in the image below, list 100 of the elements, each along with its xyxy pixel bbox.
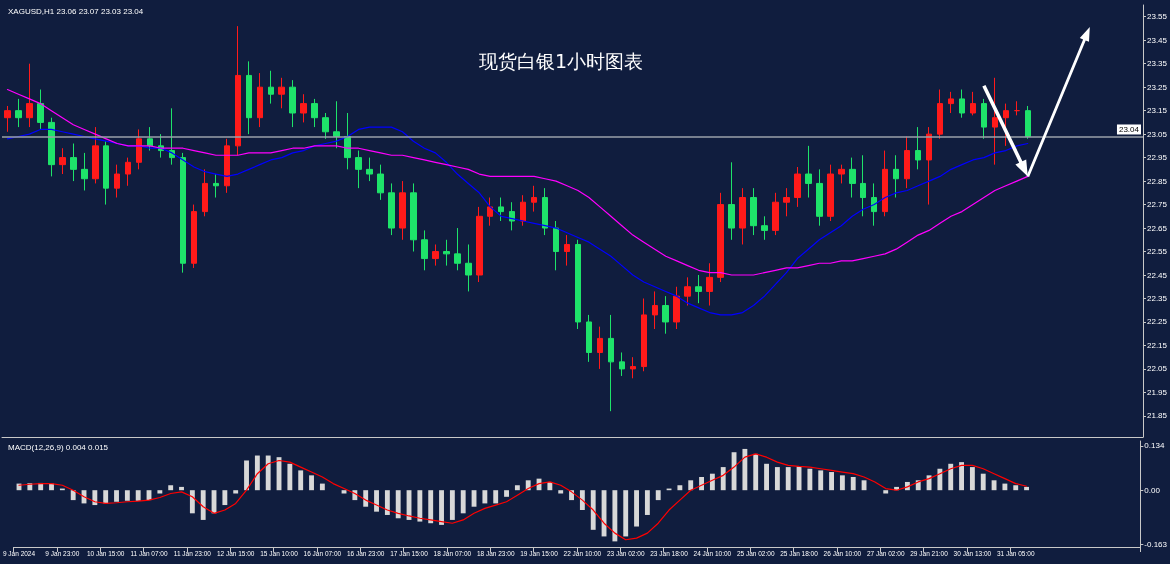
candlestick bbox=[289, 79, 296, 128]
bar bbox=[764, 463, 769, 491]
ref-line-label: 23.04 bbox=[1118, 124, 1140, 134]
candlestick bbox=[59, 147, 66, 175]
candlestick bbox=[355, 150, 362, 189]
candlestick bbox=[509, 201, 515, 231]
candlestick bbox=[180, 152, 186, 274]
y-tick-label: 0.134 bbox=[1144, 441, 1165, 451]
bar bbox=[244, 460, 249, 491]
bar bbox=[504, 490, 509, 497]
candlestick bbox=[443, 239, 450, 267]
y-tick-label: 22.95 bbox=[1146, 153, 1168, 163]
text: 现货白银1小时图表 bbox=[479, 49, 644, 72]
bar bbox=[677, 485, 683, 491]
candlestick bbox=[871, 182, 877, 227]
bar bbox=[558, 490, 564, 494]
candlestick bbox=[48, 117, 55, 177]
candlestick bbox=[235, 25, 241, 156]
y-tick-label: 21.85 bbox=[1146, 411, 1168, 421]
candlestick bbox=[300, 93, 307, 123]
candlestick bbox=[454, 227, 461, 271]
candlestick bbox=[70, 143, 77, 182]
y-tick-label: 22.85 bbox=[1146, 176, 1168, 186]
candlestick bbox=[641, 297, 647, 372]
candlestick bbox=[597, 326, 603, 370]
bar bbox=[579, 490, 585, 511]
annotation: MACD(12,26,9) 0.004 0.015 bbox=[8, 442, 109, 452]
candlestick bbox=[333, 100, 340, 149]
bar bbox=[298, 470, 304, 491]
candlestick bbox=[849, 157, 856, 199]
candlestick bbox=[311, 98, 318, 128]
bar bbox=[168, 485, 174, 491]
bar bbox=[959, 462, 964, 491]
candlestick bbox=[794, 166, 801, 208]
candlestick bbox=[728, 161, 735, 241]
bar bbox=[428, 490, 434, 524]
bar bbox=[103, 490, 109, 504]
candlestick bbox=[662, 295, 669, 335]
bar bbox=[590, 490, 596, 530]
candlestick bbox=[959, 89, 965, 119]
candlestick bbox=[684, 276, 691, 307]
bar bbox=[384, 490, 390, 515]
line-series bbox=[6, 88, 1029, 276]
candlestick bbox=[619, 351, 625, 377]
bar bbox=[449, 490, 455, 520]
bar bbox=[937, 468, 943, 491]
candlestick bbox=[322, 112, 329, 140]
bar bbox=[742, 448, 748, 491]
y-tick-label: 23.05 bbox=[1146, 129, 1168, 139]
bar bbox=[612, 490, 618, 542]
candlestick bbox=[191, 204, 197, 269]
bar bbox=[969, 467, 975, 491]
y-tick-label: 22.55 bbox=[1146, 247, 1168, 257]
bar bbox=[493, 490, 499, 504]
bar bbox=[514, 485, 520, 491]
candlestick bbox=[761, 215, 768, 241]
line-series bbox=[18, 453, 1028, 541]
candlestick bbox=[224, 138, 230, 194]
y-tick-label: 22.05 bbox=[1146, 364, 1168, 374]
candlestick bbox=[673, 286, 680, 330]
y-tick-label: 22.75 bbox=[1146, 200, 1168, 210]
bar bbox=[839, 475, 845, 491]
bar bbox=[829, 472, 834, 491]
candlestick bbox=[542, 187, 548, 236]
candlestick bbox=[772, 192, 779, 236]
candlestick bbox=[103, 140, 109, 206]
candlestick bbox=[937, 89, 943, 140]
candlestick bbox=[827, 164, 834, 222]
candlestick bbox=[564, 234, 570, 267]
candlestick bbox=[739, 187, 746, 245]
y-tick-label: 22.25 bbox=[1146, 317, 1168, 327]
y-tick-label: 23.45 bbox=[1146, 35, 1168, 45]
candlestick bbox=[553, 220, 559, 271]
candlestick bbox=[125, 157, 131, 187]
candlestick bbox=[92, 126, 99, 184]
annotation: XAGUSD,H1 23.06 23.07 23.03 23.04 bbox=[8, 6, 144, 16]
bar bbox=[634, 490, 639, 527]
candlestick bbox=[838, 164, 845, 184]
bar bbox=[850, 476, 856, 491]
bar bbox=[319, 483, 325, 491]
bar bbox=[200, 490, 206, 520]
bar bbox=[114, 490, 119, 502]
candlestick bbox=[37, 89, 44, 130]
candlestick bbox=[169, 107, 175, 166]
candlestick bbox=[575, 239, 581, 330]
candlestick bbox=[860, 154, 866, 217]
bar bbox=[309, 475, 314, 491]
candlestick bbox=[1025, 105, 1031, 140]
candlestick bbox=[498, 197, 504, 222]
bar bbox=[774, 467, 780, 491]
y-tick-label: -0.163 bbox=[1144, 539, 1168, 549]
candlestick bbox=[992, 77, 998, 166]
candlestick bbox=[388, 182, 395, 236]
candlestick bbox=[630, 356, 636, 379]
candlestick bbox=[882, 150, 888, 217]
line-series bbox=[6, 126, 1029, 316]
candlestick bbox=[893, 154, 899, 199]
candlestick bbox=[520, 194, 526, 227]
y-tick-label: 23.55 bbox=[1146, 12, 1168, 22]
candlestick bbox=[1003, 103, 1009, 147]
